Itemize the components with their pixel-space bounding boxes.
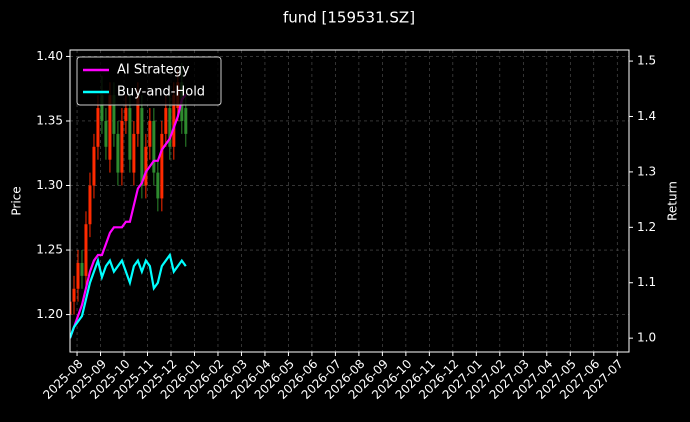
legend-label: AI Strategy — [117, 63, 190, 78]
candle-body — [120, 120, 124, 173]
legend-label: Buy-and-Hold — [117, 85, 205, 100]
candle-body — [168, 108, 172, 147]
series-line — [70, 252, 187, 339]
y2-axis-label: Return — [666, 181, 680, 221]
candle-body — [136, 95, 140, 134]
candle-body — [70, 301, 72, 315]
candle-body — [72, 288, 76, 302]
candle-body — [140, 108, 144, 186]
candle-body — [80, 262, 84, 276]
legend-box — [76, 56, 222, 106]
candle-body — [112, 95, 116, 134]
candle-body — [96, 108, 100, 147]
candle-body — [88, 185, 92, 225]
candle-body — [184, 108, 188, 134]
candle-body — [84, 224, 88, 276]
y2-tick-label: 1.5 — [637, 54, 656, 68]
y-tick-label: 1.20 — [36, 307, 63, 321]
candle-body — [156, 172, 160, 199]
candle-body — [152, 120, 156, 173]
y2-tick-label: 1.3 — [637, 164, 656, 178]
candle-body — [164, 108, 168, 134]
candle-body — [132, 133, 136, 173]
plot-frame — [69, 49, 630, 353]
candle-body — [100, 95, 104, 121]
y-tick-label: 1.30 — [36, 178, 63, 192]
candle-body — [76, 262, 80, 289]
y-tick-label: 1.25 — [36, 243, 63, 257]
candle-body — [128, 108, 132, 160]
candle-body — [172, 95, 176, 147]
chart-title: fund [159531.SZ] — [283, 9, 415, 27]
candle-body — [148, 120, 152, 147]
y2-tick-label: 1.0 — [637, 331, 656, 345]
candle-body — [92, 146, 96, 186]
candle-body — [116, 133, 120, 173]
y-axis-label: Price — [10, 186, 24, 215]
candle-body — [104, 120, 108, 147]
series-line — [70, 93, 187, 339]
candle-body — [124, 108, 128, 121]
candle-body — [108, 95, 112, 160]
y-tick-label: 1.35 — [36, 113, 63, 127]
y2-tick-label: 1.1 — [637, 275, 656, 289]
candle-body — [144, 146, 148, 186]
y2-tick-label: 1.2 — [637, 220, 656, 234]
y-tick-label: 1.40 — [36, 49, 63, 63]
candle-body — [160, 133, 164, 199]
y2-tick-label: 1.4 — [637, 109, 656, 123]
